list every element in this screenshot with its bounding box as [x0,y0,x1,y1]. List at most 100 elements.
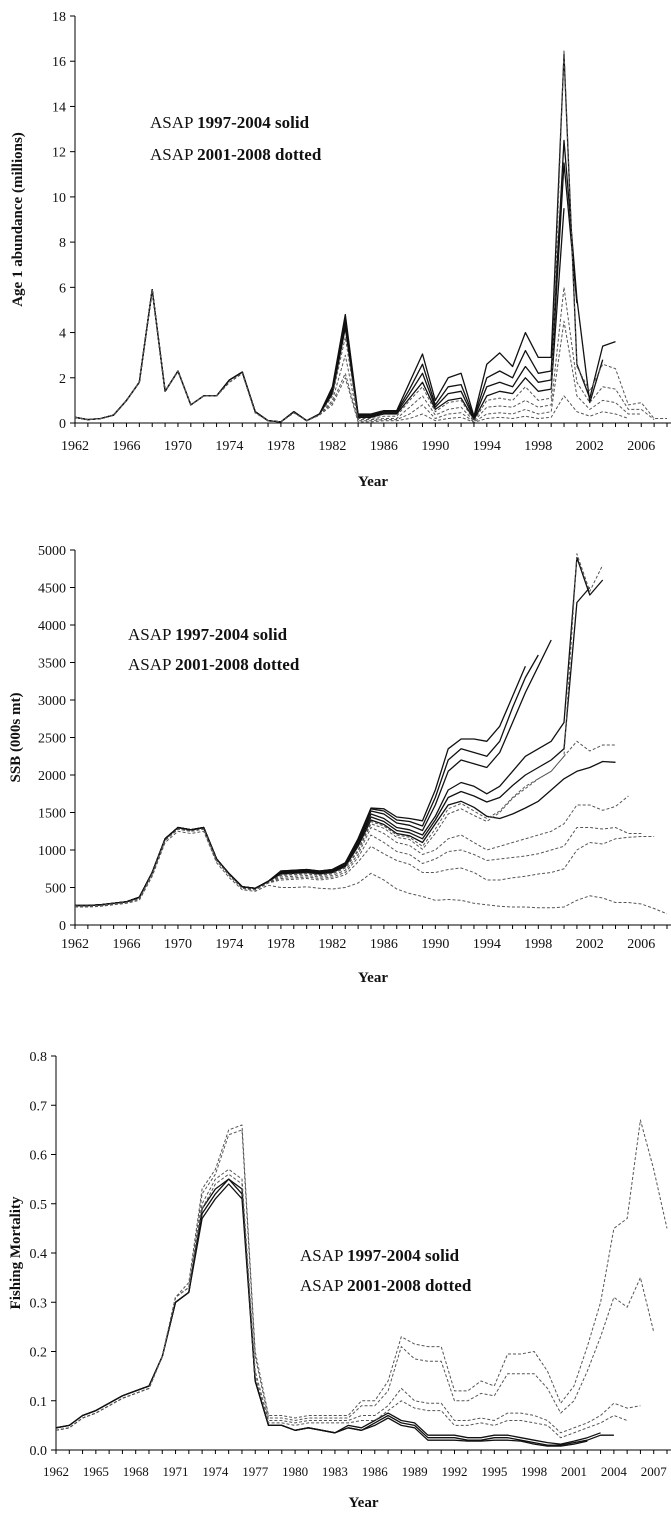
x-tick-label: 1974 [215,439,243,454]
y-tick-label: 2500 [38,732,66,747]
annotation-prefix: ASAP [150,113,197,132]
series-line-4-solid [74,208,565,423]
y-tick-label: 0.6 [30,1149,48,1164]
chart-1: 0 2 4 6 8 10 12 14 16 18 1962 1966 1970 1974 1978 1982 1… [10,10,671,490]
y-tick-label: 0.7 [30,1099,48,1114]
y-tick-label: 0.8 [30,1050,48,1065]
x-axis-label: Year [358,474,388,490]
x-tick-label: 1978 [267,937,295,952]
x-tick-label: 2004 [601,1464,628,1479]
annotation-line-2: ASAP 2001-2008 dotted [300,1276,472,1295]
series-line-4-solid [75,556,604,907]
x-tick-label: 1962 [61,439,89,454]
series-line-1-solid [55,1178,614,1446]
annotation-bold: 1997-2004 solid [175,625,287,644]
y-tick-label: 4000 [38,619,66,634]
x-tick-label: 1990 [421,937,449,952]
x-tick-label: 1986 [370,439,398,454]
x-tick-label: 2001 [561,1464,587,1479]
x-tick-label: 2006 [627,439,655,454]
annotation-line-1: ASAP 1997-2004 solid [128,625,288,644]
series-line-3-solid [55,1183,588,1447]
y-tick-label: 14 [52,100,66,115]
annotation-line-1: ASAP 1997-2004 solid [300,1246,460,1265]
x-tick-label: 1970 [164,937,192,952]
x-tick-label: 1962 [61,937,89,952]
series-line-7-dotted [75,553,604,907]
y-tick-label: 16 [52,55,66,70]
y-axis-label: SSB (000s mt) [8,692,24,782]
chart-2: 0 500 1000 1500 2000 2500 3000 3500 4000 4500 5000… [8,544,671,986]
x-tick-label: 2007 [641,1464,668,1479]
x-tick-label: 1994 [473,937,501,952]
x-axis-label: Year [349,1495,379,1511]
y-tick-label: 0.3 [30,1296,48,1311]
y-tick-label: 2000 [38,769,66,784]
y-tick-label: 2 [59,372,66,387]
y-tick-label: 0 [59,417,66,432]
x-tick-label: 1970 [164,439,192,454]
x-tick-label: 2002 [576,937,604,952]
series-line-2-solid [75,654,539,907]
annotation-bold: 1997-2004 solid [347,1246,459,1265]
x-tick-label: 1995 [481,1464,507,1479]
y-tick-label: 0.1 [30,1395,48,1410]
y-tick-label: 4500 [38,582,66,597]
series-line-6-dotted [74,286,655,423]
y-tick-label: 0.4 [30,1247,48,1262]
series-line-11-dotted [75,828,655,907]
series-line-2-solid [55,1178,601,1445]
x-tick-label: 1983 [322,1464,348,1479]
series-line-3-solid [75,639,552,907]
x-tick-label: 1974 [215,937,243,952]
annotation-line-2: ASAP 2001-2008 dotted [128,655,300,674]
x-axis-label: Year [358,970,388,986]
x-tick-label: 1982 [318,439,346,454]
y-tick-label: 0.2 [30,1346,48,1361]
x-tick-label: 1968 [123,1464,149,1479]
series-line-6-dotted [55,1168,641,1434]
x-tick-label: 1998 [524,937,552,952]
y-axis-label: Fishing Mortality [8,1196,24,1309]
annotation-prefix: ASAP [300,1276,347,1295]
annotation-prefix: ASAP [128,655,175,674]
annotation-bold: 2001-2008 dotted [175,655,300,674]
y-tick-label: 500 [45,882,66,897]
annotation-line-2: ASAP 2001-2008 dotted [150,145,322,164]
y-tick-label: 5000 [38,544,66,559]
series-line-7-dotted [55,1173,628,1439]
y-tick-label: 1500 [38,807,66,822]
x-tick-label: 1989 [402,1464,428,1479]
x-tick-label: 1966 [112,937,140,952]
annotation-bold: 2001-2008 dotted [197,145,322,164]
y-tick-label: 18 [52,10,66,25]
annotation-bold: 1997-2004 solid [197,113,309,132]
series-line-8-dotted [74,289,629,423]
series-line-10-dotted [75,827,642,907]
series-line-3-solid [74,162,578,423]
x-tick-label: 1978 [267,439,295,454]
y-tick-label: 0.0 [30,1444,48,1459]
annotation-prefix: ASAP [150,145,197,164]
annotation-prefix: ASAP [300,1246,347,1265]
y-tick-label: 0.5 [30,1198,48,1213]
series-line-6-solid [75,760,616,907]
x-tick-label: 1965 [83,1464,109,1479]
x-tick-label: 1986 [362,1464,389,1479]
y-tick-label: 0 [59,919,66,934]
x-tick-label: 1980 [282,1464,308,1479]
x-tick-label: 1977 [242,1464,269,1479]
annotation-bold: 2001-2008 dotted [347,1276,472,1295]
y-tick-label: 8 [59,236,66,251]
y-tick-label: 6 [59,281,66,296]
x-tick-label: 1994 [473,439,501,454]
y-tick-label: 10 [52,191,66,206]
x-tick-label: 1986 [370,937,398,952]
x-tick-label: 2002 [576,439,604,454]
y-tick-label: 12 [52,146,66,161]
x-tick-label: 1962 [43,1464,69,1479]
x-tick-label: 1982 [318,937,346,952]
x-tick-label: 1992 [441,1464,467,1479]
series-line-8-dotted [75,740,616,907]
